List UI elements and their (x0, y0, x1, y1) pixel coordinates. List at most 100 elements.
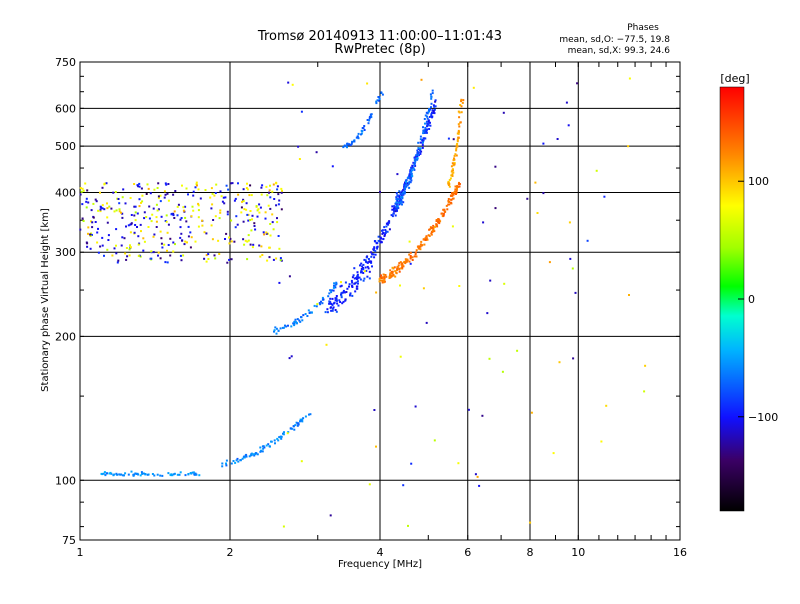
data-point (268, 246, 271, 249)
data-point (121, 474, 124, 477)
data-point (277, 235, 280, 237)
data-point (167, 472, 170, 475)
data-point (330, 291, 333, 294)
data-point (450, 165, 453, 168)
data-point (92, 202, 95, 205)
data-point (394, 270, 397, 273)
data-point (409, 178, 412, 180)
data-point (384, 274, 387, 276)
data-point (225, 464, 228, 467)
data-point (173, 472, 176, 475)
data-point (458, 181, 460, 184)
data-point (189, 246, 192, 249)
data-point (129, 246, 132, 249)
data-point (153, 474, 156, 477)
data-point (356, 285, 359, 288)
data-point (242, 200, 245, 203)
data-point (426, 115, 428, 118)
x-axis-label: Frequency [MHz] (338, 559, 422, 570)
data-point (276, 221, 279, 224)
data-point (275, 204, 278, 207)
data-point (85, 206, 88, 209)
data-point (427, 111, 430, 114)
data-point (164, 182, 167, 185)
data-point (409, 255, 412, 257)
data-point (262, 445, 265, 448)
data-point (415, 154, 418, 157)
data-point (261, 254, 264, 256)
data-point (534, 181, 537, 184)
data-point (120, 473, 123, 476)
data-point (441, 212, 444, 215)
data-point (396, 199, 399, 202)
data-point (327, 295, 330, 298)
data-point (373, 240, 376, 242)
data-point (209, 196, 212, 199)
data-point (274, 442, 276, 445)
data-point (262, 447, 265, 450)
data-point (153, 188, 156, 191)
data-point (107, 234, 110, 237)
data-point (391, 208, 394, 211)
data-point (335, 299, 338, 302)
data-point (163, 243, 166, 246)
data-point (176, 205, 179, 208)
data-point (383, 226, 386, 229)
y-tick-label: 200 (55, 330, 76, 343)
data-point (422, 141, 424, 144)
data-point (211, 192, 214, 195)
data-point (300, 316, 302, 319)
data-point (362, 263, 365, 266)
data-point (393, 208, 395, 211)
data-point (124, 252, 127, 255)
data-point (161, 474, 164, 477)
data-point (113, 473, 116, 476)
data-point (275, 332, 278, 335)
data-point (89, 235, 92, 237)
data-point (405, 181, 408, 183)
data-point (452, 171, 455, 174)
data-point (165, 183, 168, 186)
data-point (278, 436, 281, 439)
data-point (380, 279, 383, 282)
data-point (367, 267, 370, 270)
data-point (160, 215, 163, 218)
data-point (435, 220, 438, 222)
data-point (373, 249, 375, 252)
data-point (394, 275, 397, 278)
data-point (380, 274, 382, 277)
data-point (156, 187, 159, 189)
data-point (482, 221, 485, 224)
data-point (261, 184, 264, 187)
data-point (249, 243, 252, 246)
data-point (139, 223, 142, 226)
data-point (356, 271, 359, 274)
data-point (296, 424, 299, 427)
data-point (108, 472, 111, 475)
data-point (339, 301, 342, 303)
data-point (289, 427, 292, 430)
data-point (451, 193, 454, 196)
data-point (412, 167, 415, 170)
data-point (404, 188, 406, 191)
data-point (364, 259, 367, 262)
data-point (403, 185, 406, 188)
data-point (324, 311, 327, 314)
data-point (301, 319, 304, 322)
data-point (391, 205, 394, 208)
data-point (384, 232, 387, 234)
data-point (164, 261, 167, 264)
data-point (367, 122, 370, 125)
data-point (220, 195, 223, 198)
data-point (390, 275, 393, 278)
data-point (167, 183, 170, 185)
data-point (408, 260, 411, 263)
data-point (219, 209, 222, 212)
data-point (419, 151, 422, 154)
data-point (393, 210, 396, 213)
data-point (157, 182, 160, 185)
data-point (140, 187, 143, 190)
data-point (400, 200, 403, 203)
data-point (431, 89, 434, 92)
data-point (294, 424, 297, 427)
